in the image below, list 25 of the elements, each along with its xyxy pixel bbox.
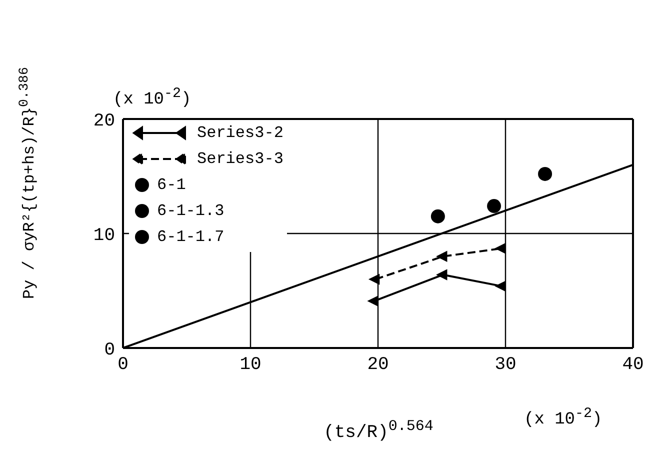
legend-label: 6-1	[157, 176, 186, 194]
point	[436, 250, 448, 262]
point	[430, 209, 445, 224]
legend-label: 6-1-1.7	[157, 228, 224, 246]
legend-label: Series3-3	[197, 150, 284, 168]
point	[494, 280, 506, 292]
x-tick-label: 10	[240, 354, 262, 375]
y-tick-label: 10	[93, 226, 115, 246]
x-tick-label: 0	[118, 354, 128, 375]
point	[494, 242, 506, 254]
x-tick-label: 20	[367, 354, 389, 375]
point	[487, 199, 502, 214]
x-axis-title: (ts/R)$^{0.564}$	[324, 418, 434, 443]
x-tick-label: 40	[622, 354, 644, 375]
point	[368, 274, 380, 285]
text: (x 10$^{-2}$)	[113, 86, 192, 110]
point	[538, 166, 552, 181]
point	[436, 269, 448, 280]
point	[367, 295, 378, 307]
y-tick-label: 20	[93, 111, 115, 132]
legend-label: 6-1-1.3	[157, 202, 224, 220]
text: (x 10$^{-2}$)	[524, 406, 602, 430]
legend-label: Series3-2	[197, 124, 284, 142]
y-tick-label: 0	[104, 340, 115, 360]
x-tick-label: 30	[494, 354, 516, 375]
